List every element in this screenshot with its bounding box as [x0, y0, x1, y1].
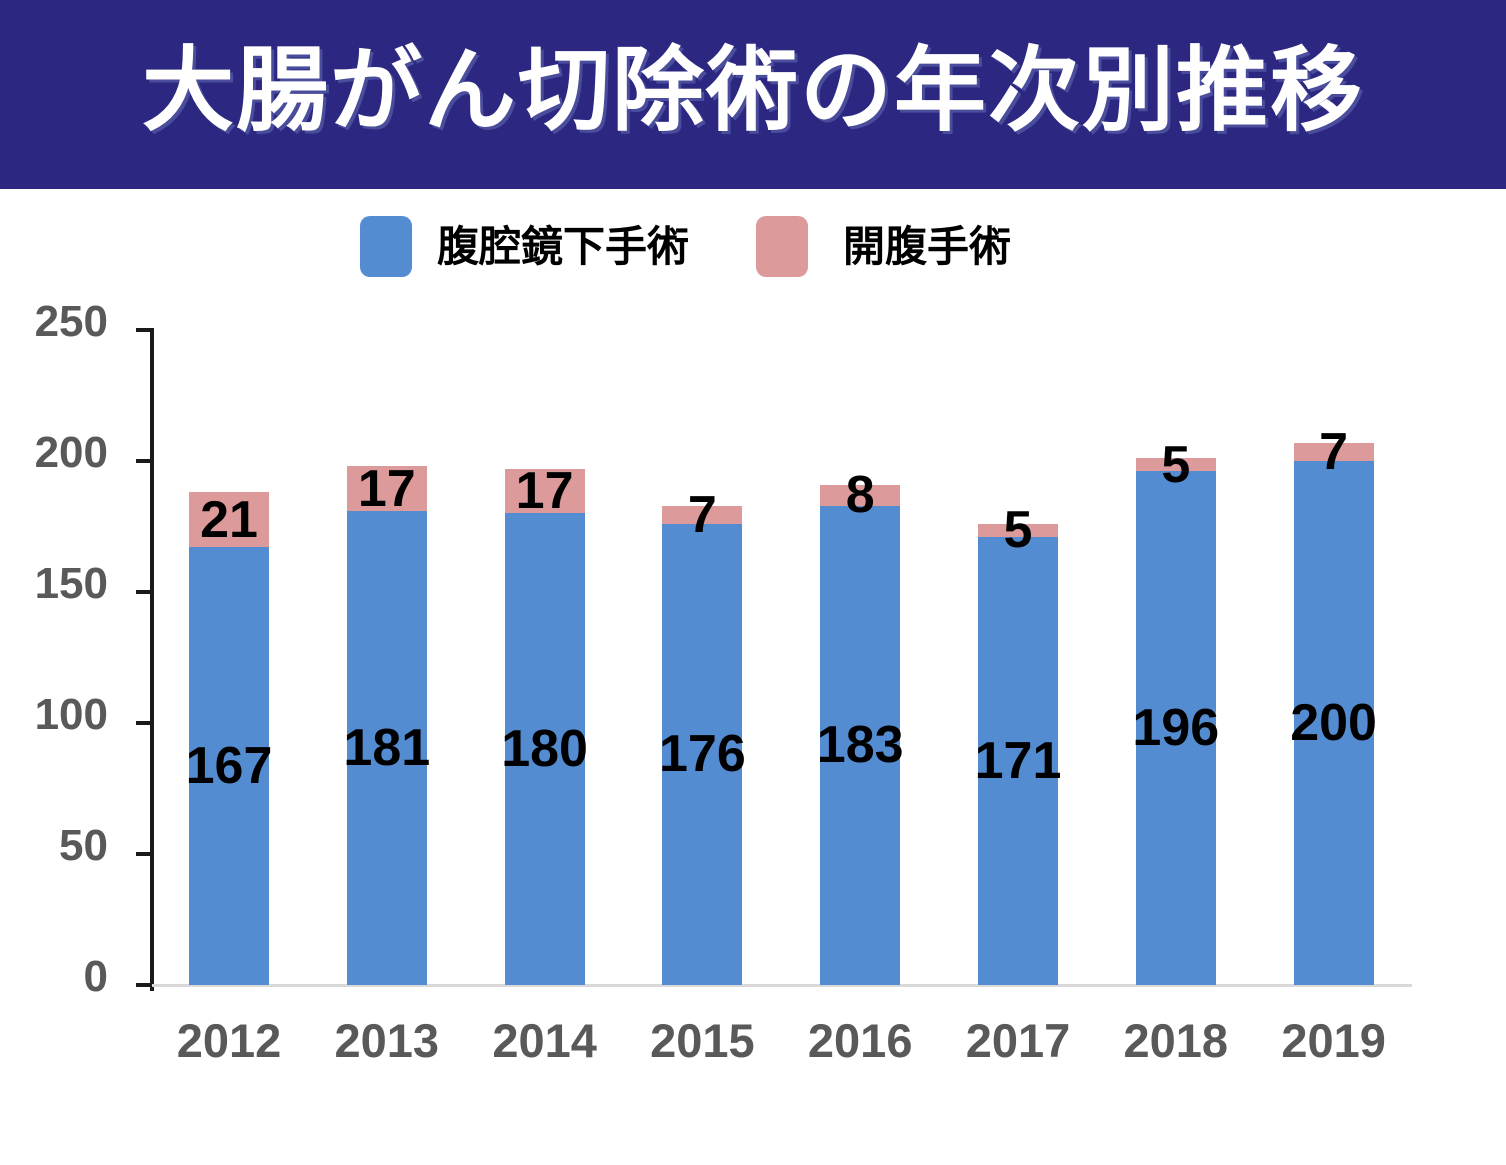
header-banner: 大腸がん切除術の年次別推移	[0, 0, 1506, 189]
y-tick-label-200: 200	[34, 428, 108, 477]
y-axis-tick-200	[136, 459, 151, 463]
bar-2015-open-surgery	[662, 505, 743, 524]
x-label-2013: 2013	[334, 1014, 440, 1067]
x-label-2015: 2015	[650, 1014, 755, 1067]
bar-2014-laparoscopic	[504, 513, 585, 985]
y-axis-tick-250	[136, 328, 151, 332]
bar-2017-laparoscopic	[978, 536, 1058, 985]
value-label-2016-open-surgery: 8	[845, 466, 875, 525]
bar-2013-open-surgery	[346, 466, 427, 511]
bar-2014-open-surgery	[504, 468, 585, 514]
x-label-2016: 2016	[807, 1014, 913, 1067]
value-label-2014-open-surgery: 17	[515, 462, 574, 521]
y-axis-tick-50	[136, 852, 151, 856]
bar-2012-laparoscopic	[189, 547, 269, 985]
legend-label-laparoscopic: 腹腔鏡下手術	[437, 223, 690, 270]
value-label-2015-open-surgery: 7	[687, 485, 717, 544]
value-label-2014-laparoscopic: 180	[501, 720, 588, 779]
value-label-2016-laparoscopic: 183	[816, 716, 904, 775]
value-label-2013-laparoscopic: 181	[343, 718, 431, 777]
y-tick-label-50: 50	[59, 821, 108, 870]
bar-2015-laparoscopic	[662, 523, 743, 985]
x-axis-baseline	[152, 984, 1412, 987]
bar-2013-laparoscopic	[346, 510, 427, 985]
bar-2018-laparoscopic	[1135, 471, 1216, 985]
y-tick-label-250: 250	[34, 297, 108, 346]
bar-2012-open-surgery	[189, 492, 269, 548]
legend-label-open-surgery: 開腹手術	[843, 223, 1012, 270]
value-label-2019-laparoscopic: 200	[1290, 694, 1377, 752]
bar-2019-laparoscopic	[1293, 461, 1374, 985]
bar-2016-open-surgery	[820, 484, 901, 506]
value-label-2017-open-surgery: 5	[1003, 501, 1033, 560]
x-label-2019: 2019	[1281, 1014, 1386, 1067]
value-label-2012-open-surgery: 21	[200, 490, 258, 549]
y-tick-label-100: 100	[34, 690, 108, 739]
bar-2019-open-surgery	[1293, 442, 1374, 461]
value-label-2015-laparoscopic: 176	[659, 725, 746, 784]
bar-2016-laparoscopic	[820, 505, 901, 985]
x-label-2012: 2012	[176, 1014, 282, 1067]
chart-title: 大腸がん切除術の年次別推移	[141, 40, 1364, 142]
value-label-2012-laparoscopic: 167	[185, 737, 273, 796]
y-tick-label-0: 0	[83, 952, 108, 1001]
bar-2018-open-surgery	[1135, 458, 1216, 472]
y-axis-line	[150, 328, 154, 991]
legend-swatch-laparoscopic	[360, 216, 412, 277]
y-axis-tick-150	[136, 590, 151, 594]
y-axis-tick-100	[136, 721, 151, 725]
value-label-2018-laparoscopic: 196	[1132, 699, 1220, 758]
y-tick-label-150: 150	[34, 559, 108, 608]
y-axis-tick-0	[136, 983, 151, 987]
x-label-2014: 2014	[492, 1014, 597, 1067]
bar-2017-open-surgery	[978, 523, 1058, 537]
value-label-2017-laparoscopic: 171	[974, 731, 1062, 790]
value-label-2013-open-surgery: 17	[357, 459, 416, 518]
x-label-2017: 2017	[965, 1014, 1071, 1067]
legend-swatch-open-surgery	[756, 216, 808, 277]
value-label-2019-open-surgery: 7	[1319, 422, 1349, 481]
value-label-2018-open-surgery: 5	[1161, 435, 1191, 494]
x-label-2018: 2018	[1123, 1014, 1229, 1067]
